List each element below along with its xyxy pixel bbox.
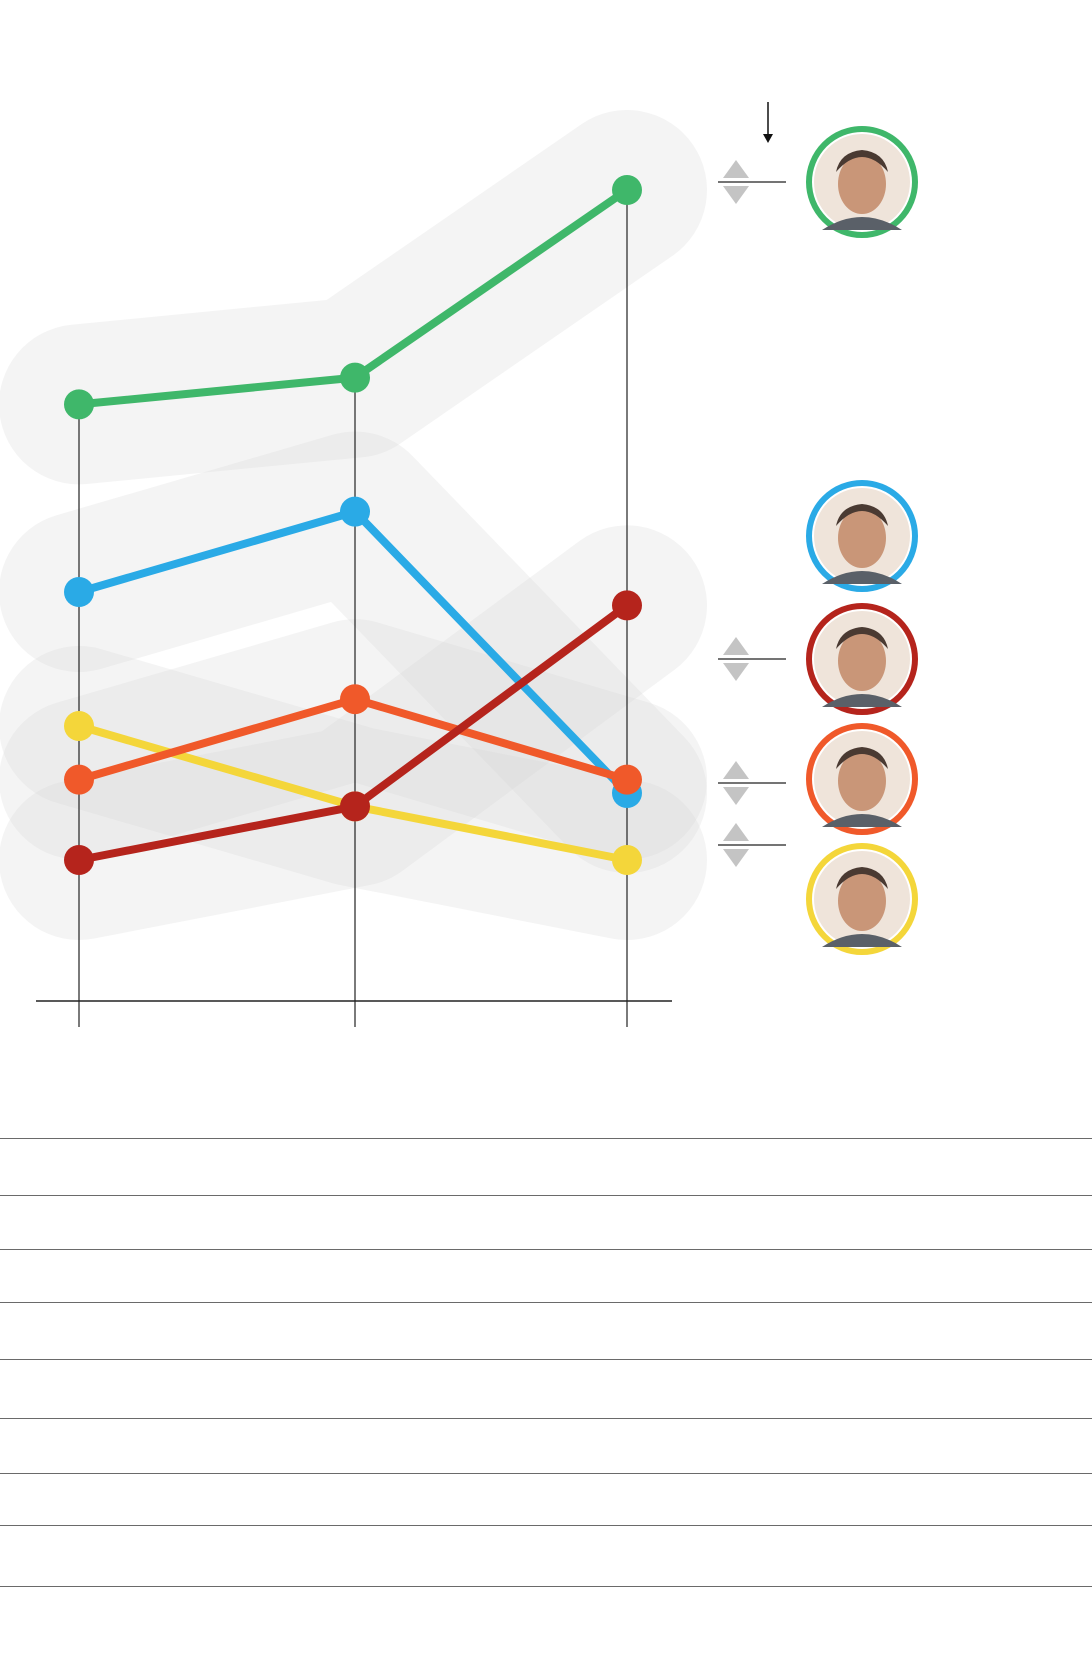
table-row-divider [0, 1473, 1092, 1474]
shoulders-shape [822, 571, 902, 584]
avatar-orange [718, 723, 918, 835]
hair-shape [836, 867, 888, 889]
hair-shape [836, 150, 888, 172]
data-point [340, 684, 370, 715]
avatar-yellow [806, 843, 918, 955]
shoulders-shape [822, 217, 902, 230]
trend-up-icon [723, 761, 749, 779]
avatar-darkred [718, 603, 918, 715]
table-row-divider [0, 1249, 1092, 1250]
trend-up-icon [723, 823, 749, 841]
data-point [64, 711, 94, 741]
series-darkred [64, 590, 642, 875]
hair-shape [836, 627, 888, 649]
avatar-blue [806, 480, 918, 592]
table-row-divider [0, 1586, 1092, 1587]
hair-shape [836, 504, 888, 526]
data-point [340, 496, 370, 527]
data-point [64, 389, 94, 420]
data-point [340, 791, 370, 822]
shoulders-shape [822, 814, 902, 827]
data-point [64, 764, 94, 795]
table-row-divider [0, 1418, 1092, 1419]
trend-up-icon [723, 637, 749, 655]
series-green [64, 175, 642, 420]
shoulders-shape [822, 694, 902, 707]
face-shape [838, 631, 886, 691]
trend-down-icon [723, 663, 749, 681]
data-point [340, 362, 370, 393]
shoulders-shape [822, 934, 902, 947]
series-orange [64, 684, 642, 795]
trend-down-icon [723, 849, 749, 867]
data-point [612, 590, 642, 621]
series-layer [64, 175, 642, 875]
data-point [612, 845, 642, 875]
table-row-divider [0, 1138, 1092, 1139]
data-point [612, 175, 642, 205]
face-shape [838, 751, 886, 811]
face-shape [838, 154, 886, 214]
table-row-divider [0, 1195, 1092, 1196]
trend-up-icon [723, 160, 749, 178]
data-point [64, 845, 94, 875]
trend-down-icon [723, 787, 749, 805]
avatar-green [718, 126, 918, 238]
table-row-divider [0, 1525, 1092, 1526]
down-arrow-icon [763, 134, 773, 143]
hair-shape [836, 747, 888, 769]
data-point [612, 764, 642, 795]
face-shape [838, 871, 886, 931]
trend-down-icon [723, 186, 749, 204]
table-row-divider [0, 1359, 1092, 1360]
table-row-divider [0, 1302, 1092, 1303]
line-chart [0, 102, 918, 1027]
callouts [718, 102, 918, 955]
data-point [64, 577, 94, 607]
face-shape [838, 508, 886, 568]
